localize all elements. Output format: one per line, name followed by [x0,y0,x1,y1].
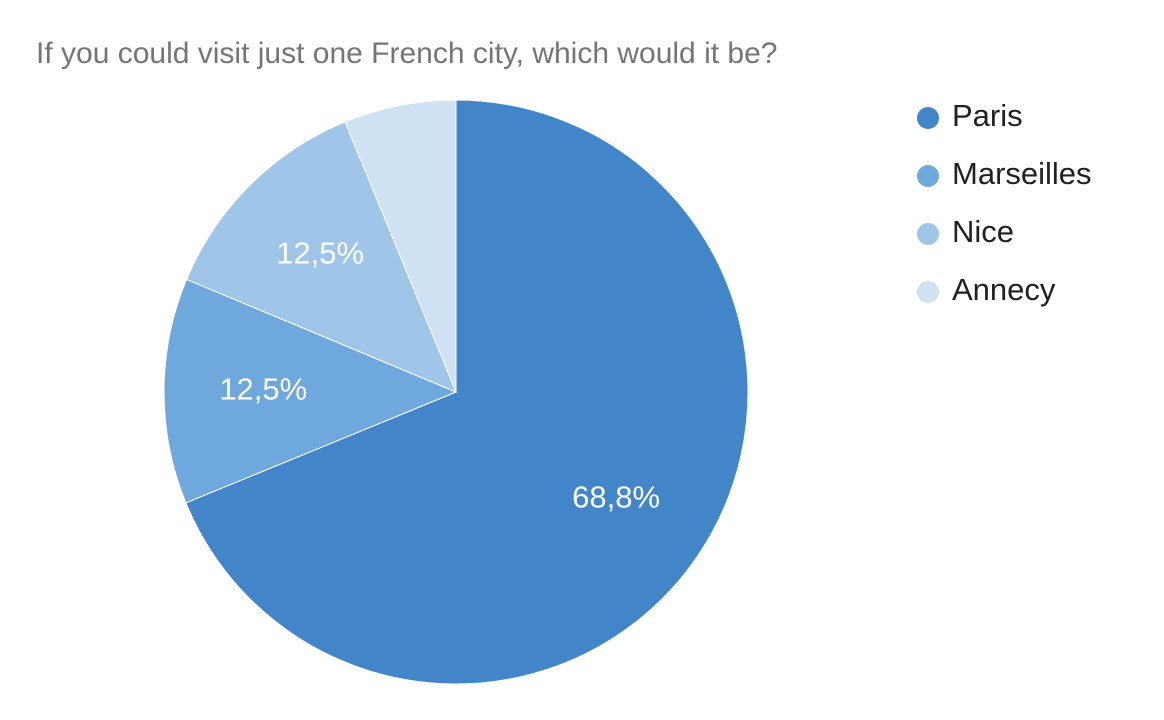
legend-label: Marseilles [952,156,1092,191]
legend-marker [917,165,939,187]
pie-slice [344,99,457,393]
pie-slice [185,99,749,685]
legend-marker [917,107,939,129]
legend-marker [917,223,939,245]
chart-title: If you could visit just one French city,… [36,37,777,70]
pie-slice [185,121,457,393]
legend-label: Paris [952,98,1023,133]
legend-marker [917,281,939,303]
legend-label: Annecy [952,272,1056,307]
legend-label: Nice [952,214,1014,249]
value-label: 68,8% [572,480,660,515]
value-label: 12,5% [219,372,307,407]
value-label: 12,5% [276,235,364,270]
pie-slice [163,278,458,504]
